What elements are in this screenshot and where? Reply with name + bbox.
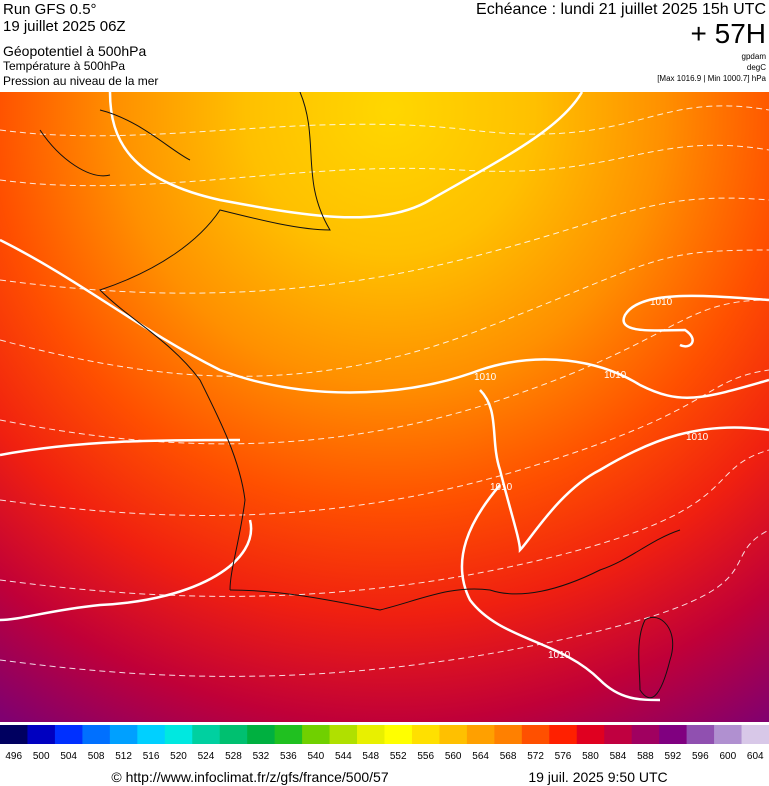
isobar-label: 1010: [686, 432, 709, 443]
colorbar-swatch: [357, 725, 385, 744]
colorbar-label: 552: [390, 751, 407, 762]
isobar-label: 1010: [604, 370, 627, 381]
colorbar-label: 532: [253, 751, 270, 762]
colorbar-swatch: [576, 725, 605, 744]
colorbar-label: 584: [610, 751, 627, 762]
unit: gpdam: [742, 52, 767, 61]
colorbar-label: 536: [280, 751, 297, 762]
isobar-label: 1010: [650, 297, 673, 308]
colorbar-swatch: [549, 725, 578, 744]
pressure-range: [Max 1016.9 | Min 1000.7] hPa: [657, 74, 766, 83]
colorbar-label: 548: [362, 751, 379, 762]
colorbar-swatch: [27, 725, 56, 744]
colorbar-swatch: [164, 725, 193, 744]
colorbar-swatch: [274, 725, 303, 744]
colorbar: 496 500 504 508 512 516 520 524 528 532 536 540 544 5…: [0, 725, 769, 762]
colorbar-swatch: [604, 725, 633, 744]
colorbar-swatch: [631, 725, 660, 744]
colorbar-label: 512: [115, 751, 132, 762]
colorbar-label: 604: [747, 751, 764, 762]
colorbar-swatch: [741, 725, 769, 744]
run-date: 19 juillet 2025 06Z: [3, 18, 126, 35]
map: 1010 1010 1010 1010 1010 1010: [0, 92, 769, 722]
colorbar-swatch: [329, 725, 358, 744]
colorbar-label: 528: [225, 751, 242, 762]
parameter: Température à 500hPa: [3, 59, 125, 73]
colorbar-swatch: [109, 725, 138, 744]
colorbar-label: 516: [143, 751, 160, 762]
temperature-field: [0, 92, 769, 722]
colorbar-swatch: [54, 725, 83, 744]
height-contours: [0, 105, 769, 677]
colorbar-swatch: [0, 725, 28, 744]
colorbar-label: 580: [582, 751, 599, 762]
isobars: [0, 92, 769, 702]
colorbar-label: 540: [307, 751, 324, 762]
colorbar-label: 576: [555, 751, 572, 762]
colorbar-swatch: [714, 725, 743, 744]
colorbar-swatch: [219, 725, 248, 744]
isobar-label: 1010: [548, 650, 571, 661]
colorbar-label: 500: [33, 751, 50, 762]
colorbar-label: 544: [335, 751, 352, 762]
colorbar-swatch: [466, 725, 495, 744]
isobar-label: 1010: [490, 482, 513, 493]
colorbar-label: 592: [665, 751, 682, 762]
colorbar-label: 508: [88, 751, 105, 762]
colorbar-label: 524: [198, 751, 215, 762]
valid-time: Echéance : lundi 21 juillet 2025 15h UTC: [476, 1, 766, 18]
colorbar-swatch: [659, 725, 688, 744]
colorbar-swatch: [439, 725, 468, 744]
colorbar-swatch: [82, 725, 111, 744]
timestamp: 19 juil. 2025 9:50 UTC: [528, 769, 667, 785]
colorbar-label: 496: [5, 751, 22, 762]
unit: degC: [747, 63, 766, 72]
colorbar-label: 564: [472, 751, 489, 762]
parameter: Géopotentiel à 500hPa: [3, 43, 146, 59]
lead-time: + 57H: [691, 18, 767, 49]
coastlines: [39, 92, 681, 699]
colorbar-label: 568: [500, 751, 517, 762]
colorbar-swatch: [302, 725, 331, 744]
isobar-label: 1010: [474, 372, 497, 383]
colorbar-label: 600: [719, 751, 736, 762]
colorbar-label: 560: [445, 751, 462, 762]
model-title: Run GFS 0.5°: [3, 1, 97, 18]
colorbar-label: 596: [692, 751, 709, 762]
colorbar-label: 520: [170, 751, 187, 762]
colorbar-label: 556: [417, 751, 434, 762]
colorbar-swatch: [686, 725, 715, 744]
credit: © http://www.infoclimat.fr/z/gfs/france/…: [111, 769, 388, 785]
colorbar-label: 504: [60, 751, 77, 762]
colorbar-swatch: [384, 725, 413, 744]
colorbar-swatch: [137, 725, 166, 744]
colorbar-swatch: [521, 725, 550, 744]
colorbar-swatch: [247, 725, 276, 744]
parameter: Pression au niveau de la mer: [3, 74, 158, 88]
colorbar-label: 572: [527, 751, 544, 762]
colorbar-swatch: [494, 725, 523, 744]
colorbar-swatch: [411, 725, 440, 744]
colorbar-label: 588: [637, 751, 654, 762]
colorbar-swatch: [192, 725, 221, 744]
